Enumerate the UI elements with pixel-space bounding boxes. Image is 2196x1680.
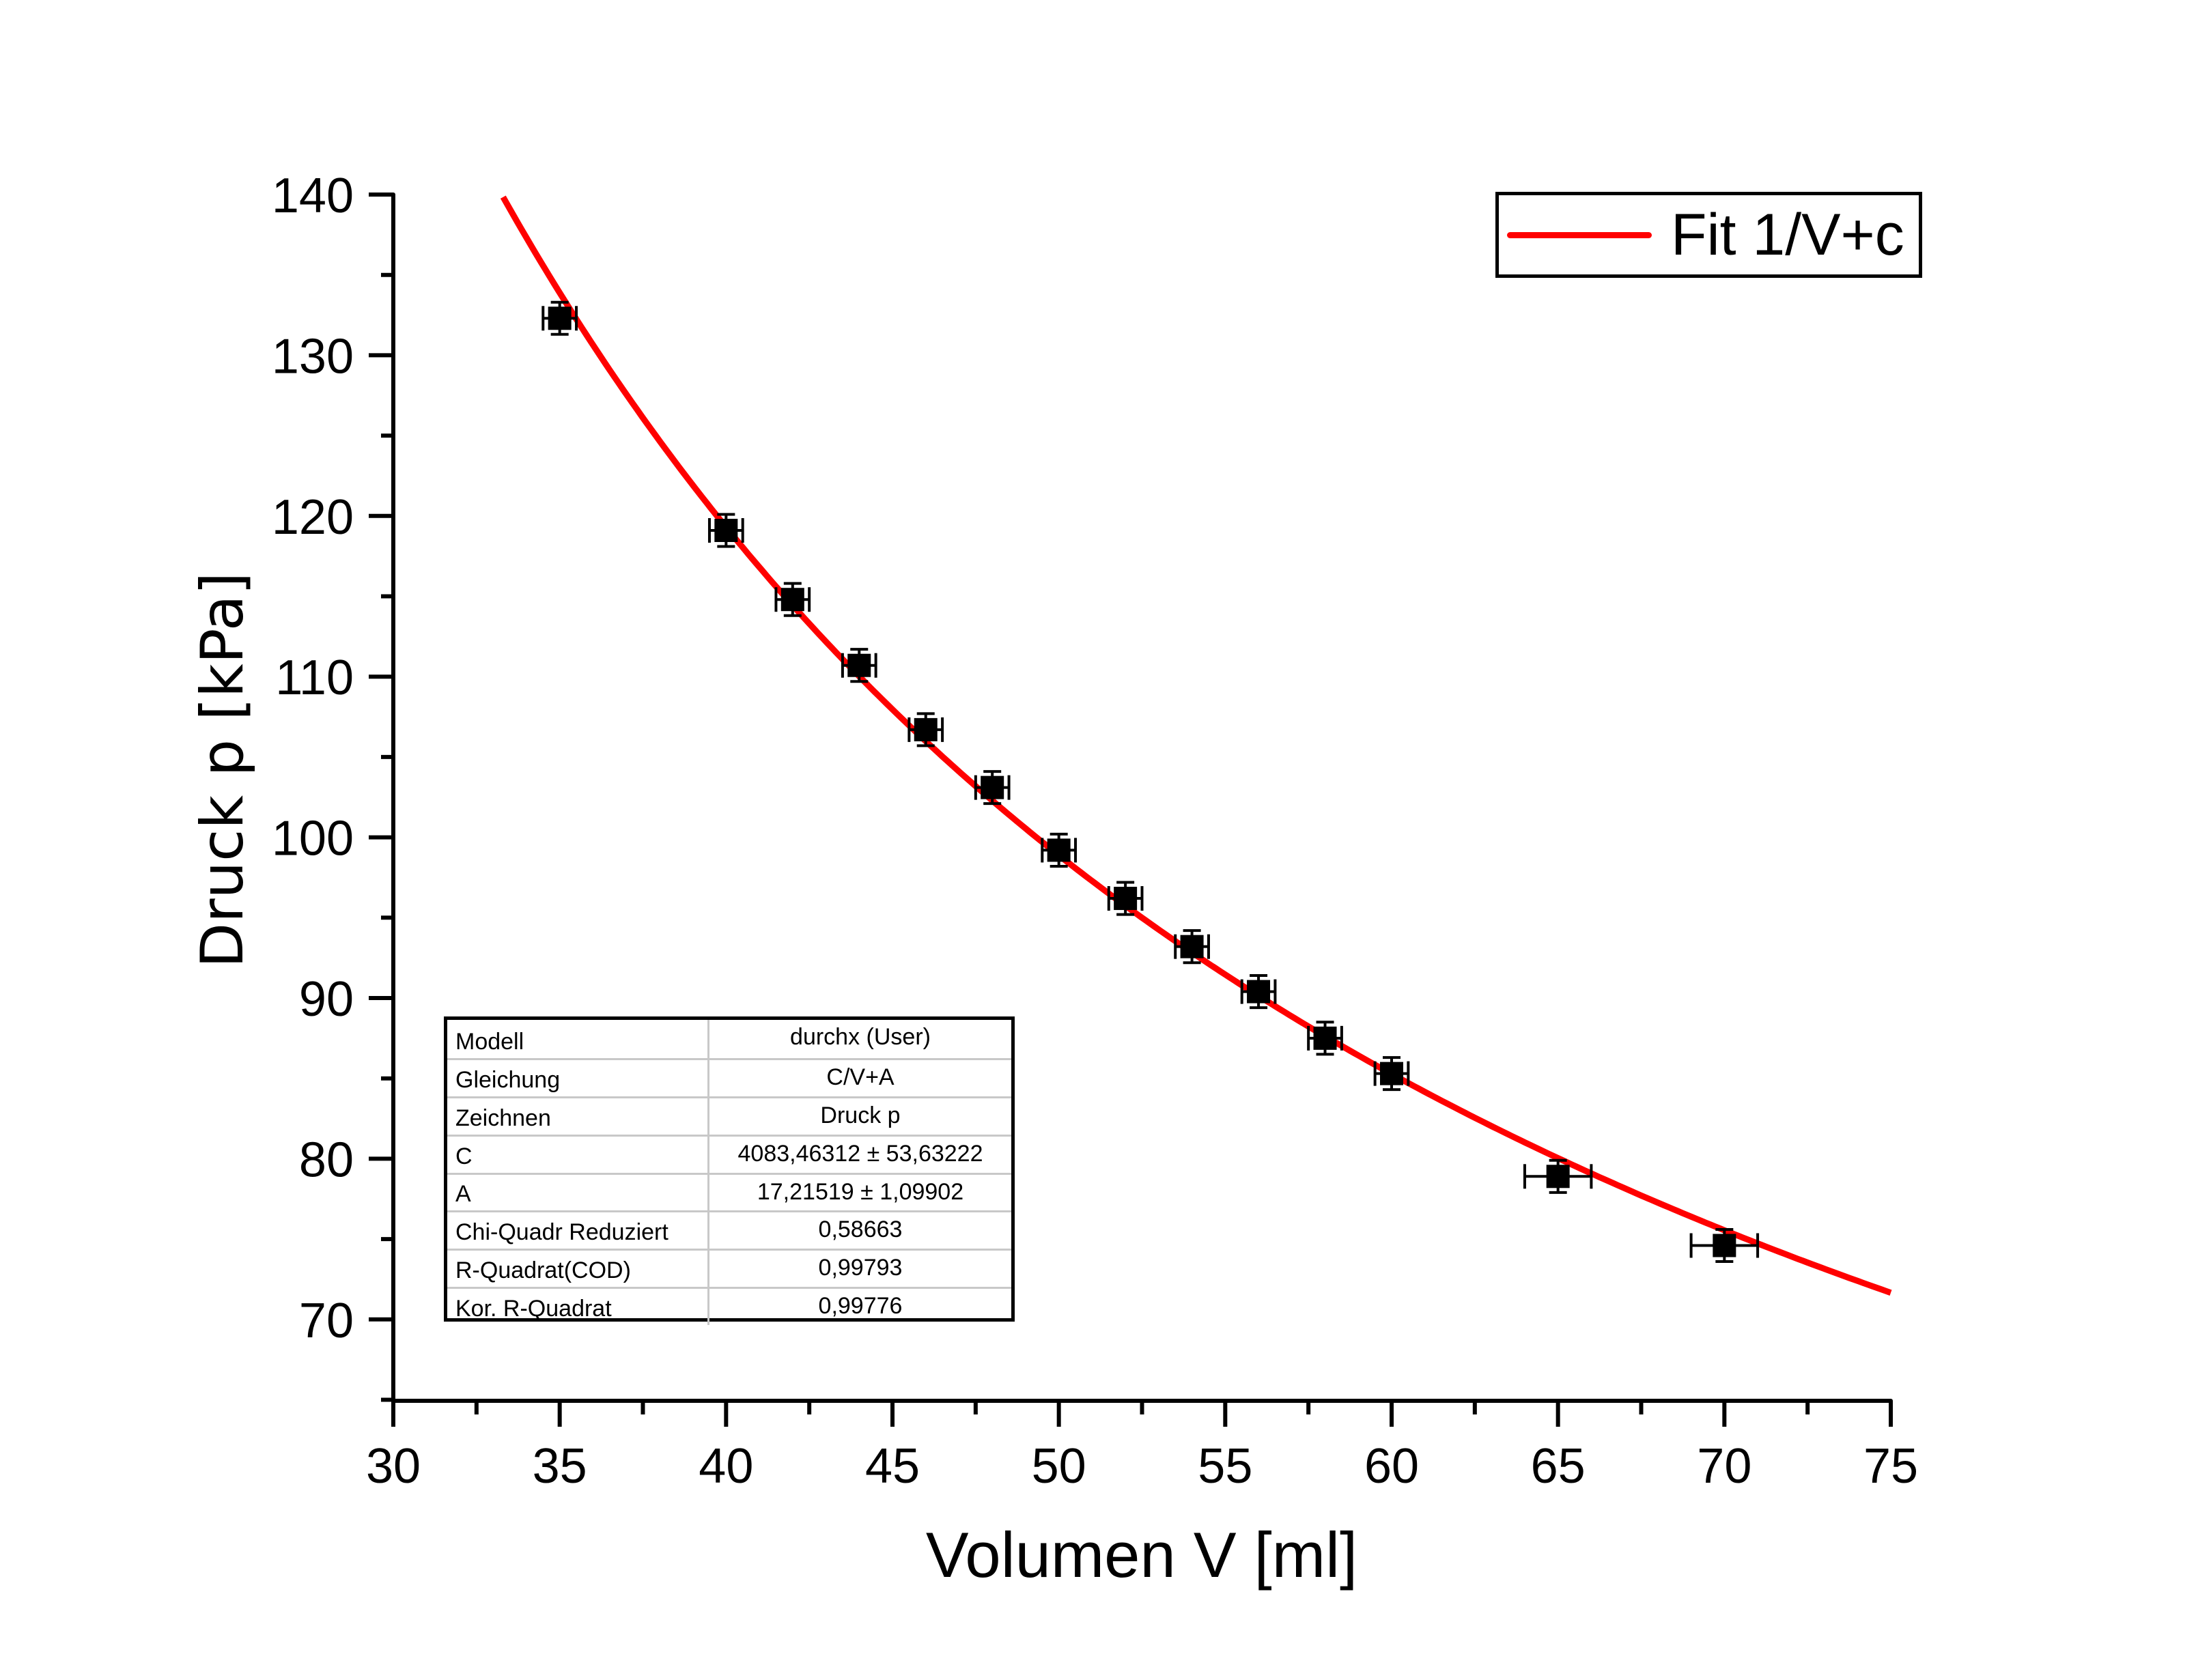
square-marker: [1546, 1165, 1570, 1188]
table-value: 0,58663: [818, 1216, 903, 1243]
square-marker: [1313, 1026, 1337, 1050]
data-point: [841, 648, 877, 683]
square-marker: [1380, 1062, 1403, 1085]
data-point: [907, 712, 944, 748]
legend-swatch-fit: [1507, 232, 1652, 238]
square-marker: [847, 653, 871, 677]
x-tick-label: 75: [1863, 1439, 1918, 1494]
table-row: Chi-Quadr Reduziert 0,58663: [447, 1210, 1011, 1249]
table-key: Zeichnen: [447, 1098, 709, 1135]
table-row: Zeichnen Druck p: [447, 1096, 1011, 1135]
table-value: 0,99776: [818, 1293, 903, 1320]
table-value: durchx (User): [790, 1024, 931, 1050]
data-point: [541, 300, 578, 336]
square-marker: [1180, 935, 1204, 958]
y-tick-label: 70: [299, 1294, 354, 1348]
square-marker: [1114, 887, 1138, 911]
y-tick-label: 130: [272, 329, 354, 384]
table-key: Kor. R-Quadrat: [447, 1289, 709, 1326]
table-value: Druck p: [820, 1102, 901, 1128]
y-axis-title: Druck p [kPa]: [188, 572, 257, 968]
x-tick-label: 65: [1531, 1439, 1586, 1494]
data-point: [1689, 1227, 1760, 1264]
x-tick-label: 35: [533, 1439, 587, 1494]
table-key: Chi-Quadr Reduziert: [447, 1212, 709, 1249]
y-tick-label: 90: [299, 972, 354, 1027]
data-point: [1307, 1021, 1343, 1056]
table-value: 4083,46312 ± 53,63222: [737, 1140, 983, 1167]
x-tick-label: 70: [1697, 1439, 1751, 1494]
square-marker: [1713, 1234, 1736, 1257]
table-value: C/V+A: [826, 1064, 895, 1090]
data-point: [974, 770, 1011, 806]
table-key: R-Quadrat(COD): [447, 1251, 709, 1287]
legend-label-fit: Fit 1/V+c: [1671, 202, 1904, 268]
y-tick-label: 100: [272, 812, 354, 866]
data-point: [1041, 832, 1078, 868]
y-tick-label: 140: [272, 169, 354, 223]
square-marker: [714, 518, 738, 542]
data-point: [1373, 1056, 1410, 1092]
y-tick-label: 110: [275, 651, 354, 705]
x-axis-title: Volumen V [ml]: [926, 1519, 1357, 1591]
x-tick-label: 30: [366, 1439, 421, 1494]
table-key: Gleichung: [447, 1059, 709, 1096]
table-row: Kor. R-Quadrat 0,99776: [447, 1287, 1011, 1326]
x-tick-label: 40: [699, 1439, 753, 1494]
table-key: C: [447, 1136, 709, 1173]
table-row: R-Quadrat(COD) 0,99793: [447, 1249, 1011, 1287]
table-row: C 4083,46312 ± 53,63222: [447, 1134, 1011, 1173]
square-marker: [914, 717, 938, 741]
fit-results-table: Modell durchx (User) Gleichung C/V+A Zeich…: [444, 1016, 1015, 1326]
table-row: Modell durchx (User): [447, 1020, 1011, 1058]
data-point: [1240, 974, 1277, 1010]
x-tick-label: 60: [1364, 1439, 1419, 1494]
x-tick-label: 55: [1198, 1439, 1252, 1494]
data-point: [707, 513, 744, 548]
y-tick-label: 80: [299, 1133, 354, 1187]
legend: Fit 1/V+c: [1495, 192, 1922, 278]
square-marker: [1047, 838, 1071, 862]
data-point: [1174, 929, 1210, 965]
data-point: [774, 582, 811, 617]
square-marker: [1247, 980, 1271, 1003]
data-points-group: [541, 300, 1760, 1264]
table-value: 17,21519 ± 1,09902: [757, 1178, 964, 1205]
axes: 30 35 40 45 50 55 60 65 70 75 70 80 90 100 110 120 130 14…: [272, 169, 1918, 1494]
y-tick-label: 120: [272, 490, 354, 545]
table-row: Gleichung C/V+A: [447, 1057, 1011, 1096]
data-point: [1107, 881, 1144, 916]
table-row: A 17,21519 ± 1,09902: [447, 1172, 1011, 1211]
x-tick-label: 50: [1032, 1439, 1086, 1494]
table-key: Modell: [447, 1020, 709, 1058]
square-marker: [981, 775, 1004, 799]
table-key: A: [447, 1174, 709, 1211]
x-tick-label: 45: [865, 1439, 920, 1494]
square-marker: [780, 588, 804, 612]
square-marker: [548, 307, 572, 330]
table-value: 0,99793: [818, 1255, 903, 1281]
data-point: [1523, 1158, 1593, 1194]
